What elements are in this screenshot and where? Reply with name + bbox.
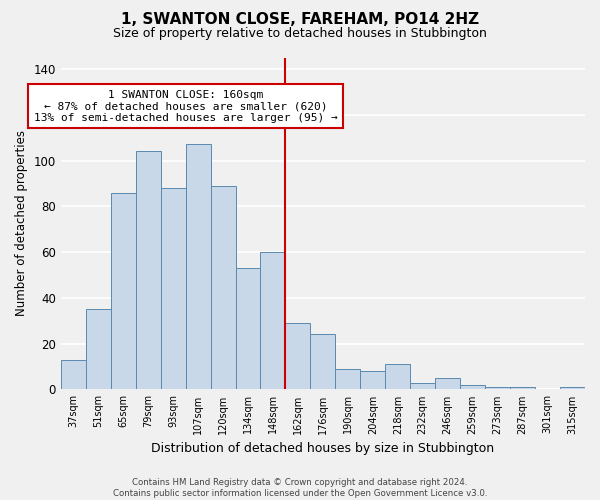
Bar [335, 369, 361, 390]
Text: 1, SWANTON CLOSE, FAREHAM, PO14 2HZ: 1, SWANTON CLOSE, FAREHAM, PO14 2HZ [121, 12, 479, 28]
Bar [211, 186, 236, 390]
Bar [260, 252, 286, 390]
Bar [136, 152, 161, 390]
Bar [510, 387, 535, 390]
Bar [111, 192, 136, 390]
Bar [485, 387, 510, 390]
Bar [385, 364, 410, 390]
Bar [61, 360, 86, 390]
Bar [560, 387, 585, 390]
Bar [161, 188, 185, 390]
Bar [310, 334, 335, 390]
Bar [286, 323, 310, 390]
Bar [86, 310, 111, 390]
Bar [185, 144, 211, 390]
Bar [435, 378, 460, 390]
Bar [410, 382, 435, 390]
X-axis label: Distribution of detached houses by size in Stubbington: Distribution of detached houses by size … [151, 442, 494, 455]
Bar [460, 385, 485, 390]
Bar [361, 371, 385, 390]
Text: Size of property relative to detached houses in Stubbington: Size of property relative to detached ho… [113, 28, 487, 40]
Y-axis label: Number of detached properties: Number of detached properties [15, 130, 28, 316]
Text: Contains HM Land Registry data © Crown copyright and database right 2024.
Contai: Contains HM Land Registry data © Crown c… [113, 478, 487, 498]
Text: 1 SWANTON CLOSE: 160sqm
← 87% of detached houses are smaller (620)
13% of semi-d: 1 SWANTON CLOSE: 160sqm ← 87% of detache… [34, 90, 337, 122]
Bar [236, 268, 260, 390]
